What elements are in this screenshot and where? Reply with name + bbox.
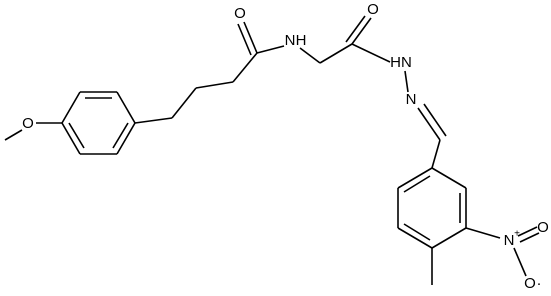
bond: [431, 167, 467, 189]
bond: [243, 21, 258, 54]
bond: [61, 122, 81, 155]
bond: [404, 70, 409, 93]
bond: [431, 227, 467, 249]
atom-label: H: [296, 32, 307, 49]
bond: [351, 17, 372, 45]
bond: [351, 43, 391, 63]
atom-label: N: [406, 91, 417, 108]
atom-label: O: [22, 115, 34, 132]
atom-label: N: [285, 32, 296, 49]
bond: [61, 91, 81, 124]
bond: [345, 15, 366, 43]
atom-label: O: [234, 5, 246, 22]
bonds: [4, 15, 540, 285]
bond: [403, 223, 431, 241]
charge-label: +: [514, 229, 520, 240]
atom-label: N: [504, 232, 515, 249]
bond: [256, 45, 285, 54]
atom-label: O: [537, 219, 549, 236]
bond: [4, 129, 23, 141]
bond: [417, 107, 441, 141]
bond: [431, 139, 441, 169]
atom-labels: O O N H O HN N N + O O ·: [22, 1, 549, 292]
bond: [232, 52, 258, 83]
bond: [397, 167, 433, 189]
bond: [299, 47, 321, 64]
bond: [423, 103, 447, 137]
atom-label: O: [367, 1, 379, 18]
bond: [171, 87, 197, 119]
bond: [112, 122, 129, 149]
atom-label: HN: [390, 54, 412, 71]
bond: [403, 175, 431, 193]
bond: [519, 232, 540, 243]
bond: [68, 122, 85, 149]
radical-label: ·: [537, 275, 542, 292]
bond: [517, 226, 538, 237]
bond: [195, 81, 234, 89]
atom-label: O: [524, 275, 536, 292]
bond: [116, 122, 136, 155]
bond: [116, 91, 136, 124]
bond: [397, 227, 433, 249]
bond: [319, 43, 353, 64]
bond: [465, 227, 501, 239]
bond: [134, 117, 173, 124]
bond: [513, 247, 527, 277]
bond: [237, 23, 252, 56]
